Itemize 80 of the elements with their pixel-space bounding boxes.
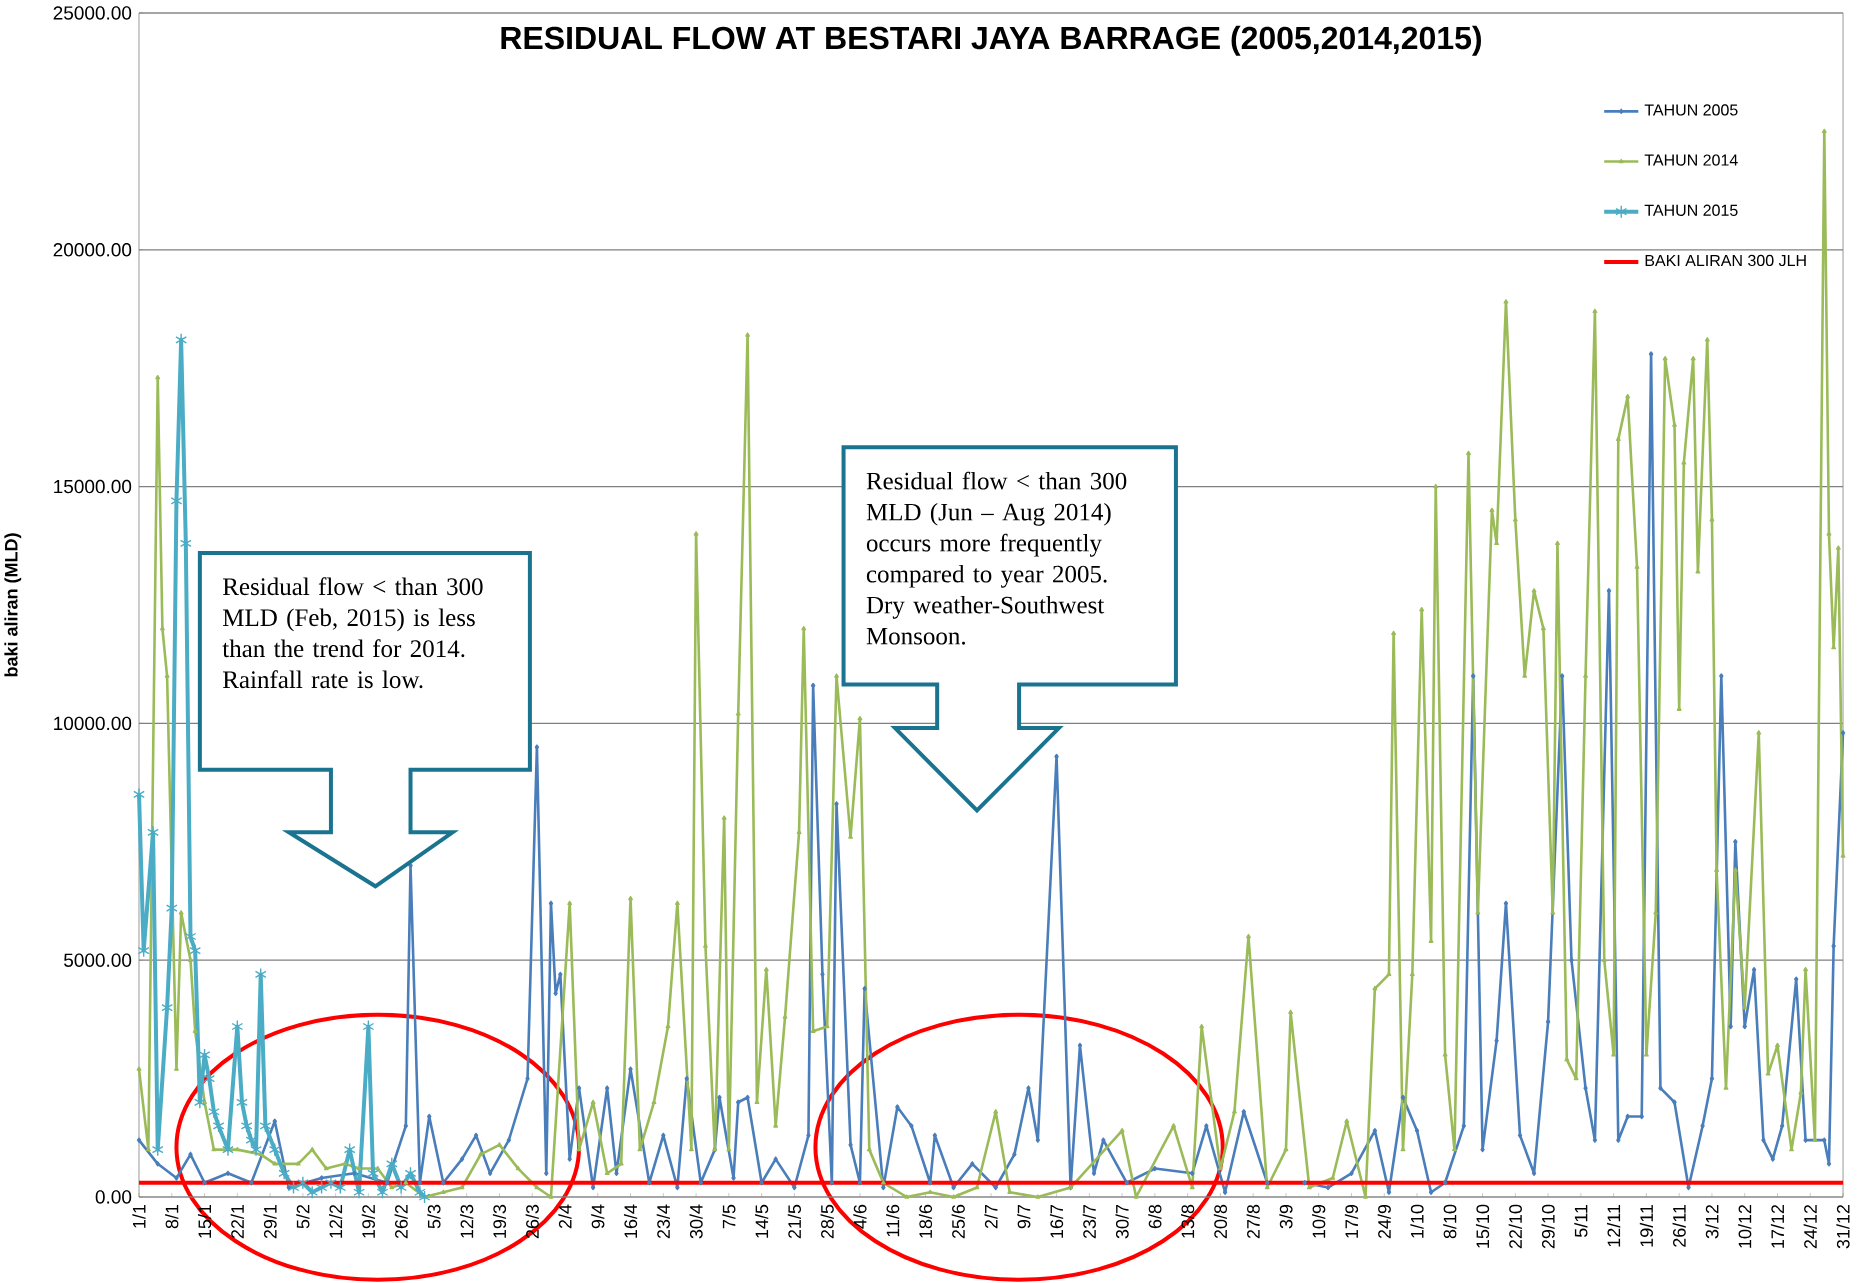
x-tick-label: 22/10	[1508, 1204, 1522, 1249]
x-tick-label: 19/3	[492, 1204, 507, 1238]
x-tick-label: 15/1	[197, 1204, 212, 1238]
x-tick-label: 15/10	[1475, 1204, 1490, 1248]
x-tick-label: 24/9	[1377, 1204, 1391, 1239]
point	[296, 1176, 309, 1190]
y-tick-label: 10000.00	[54, 716, 132, 731]
x-tick-label: 2/7	[984, 1204, 998, 1229]
x-tick-label: 14/5	[755, 1204, 769, 1238]
x-tick-label: 9/4	[591, 1204, 605, 1229]
y-axis-title: baki aliran (MLD)	[4, 533, 22, 677]
x-tick-label: 11/6	[886, 1204, 900, 1237]
legend-label: BAKI ALIRAN 300 JLH	[1645, 254, 1806, 267]
x-tick-label: 21/5	[787, 1204, 802, 1239]
x-tick-label: 19/2	[361, 1204, 376, 1238]
x-tick-label: 10/9	[1312, 1204, 1326, 1238]
x-tick-label: 16/7	[1049, 1204, 1064, 1238]
x-tick-label: 26/3	[525, 1204, 539, 1239]
x-tick-label: 30/4	[689, 1204, 703, 1239]
x-tick-label: 23/4	[656, 1204, 670, 1239]
x-tick-label: 18/6	[918, 1204, 933, 1238]
x-tick-label: 8/10	[1443, 1204, 1457, 1239]
x-tick-label: 27/8	[1246, 1204, 1260, 1239]
point	[268, 1142, 281, 1157]
chart-title: RESIDUAL FLOW AT BESTARI JAYA BARRAGE (2005,2014,2015)	[501, 25, 1481, 56]
legend-label: TAHUN 2014	[1644, 154, 1738, 166]
x-tick-label: 10/12	[1738, 1204, 1752, 1248]
x-tick-label: 29/1	[263, 1204, 277, 1239]
x-tick-label: 1/1	[132, 1204, 146, 1228]
point	[212, 1119, 225, 1133]
x-tick-label: 28/5	[820, 1204, 834, 1239]
x-tick-label: 7/5	[722, 1204, 736, 1229]
annotation: Residual flow < than 300 MLD (Jun – Aug 2014) occurs more frequently compared to year 2005. Dry weather-Southwest Monsoon.	[866, 471, 1127, 645]
x-tick-label: 12/11	[1607, 1204, 1621, 1247]
x-tick-label: 19/11	[1639, 1204, 1654, 1247]
y-tick-label: 5000.00	[64, 953, 132, 967]
x-tick-label: 20/8	[1213, 1204, 1228, 1239]
x-tick-label: 25/6	[951, 1204, 965, 1239]
point	[395, 1180, 408, 1195]
point	[376, 1185, 389, 1199]
y-tick-label: 20000.00	[53, 243, 132, 257]
x-tick-label: 17/9	[1344, 1204, 1359, 1238]
annotation: Residual flow < than 300 MLD (Feb, 2015) is less than the trend for 2014. Rainfall rate is low.	[222, 577, 483, 689]
point	[334, 1180, 347, 1195]
point	[404, 1166, 417, 1180]
y-tick-label: 25000.00	[53, 6, 132, 20]
point	[306, 1185, 319, 1199]
point	[325, 1176, 337, 1190]
x-tick-label: 9/7	[1017, 1204, 1031, 1229]
x-tick-label: 29/10	[1541, 1204, 1555, 1249]
point	[315, 1180, 328, 1195]
x-tick-label: 13/8	[1181, 1204, 1195, 1238]
x-tick-label: 16/4	[623, 1204, 638, 1238]
x-tick-label: 26/11	[1672, 1204, 1686, 1247]
x-tick-label: 31/12	[1836, 1204, 1850, 1249]
x-tick-label: 5/2	[296, 1204, 310, 1229]
x-tick-label: 4/6	[853, 1204, 867, 1229]
legend-label: TAHUN 2015	[1644, 204, 1738, 216]
point	[287, 1180, 300, 1195]
x-tick-label: 5/11	[1574, 1204, 1588, 1238]
x-tick-label: 30/7	[1115, 1204, 1129, 1239]
x-tick-label: 26/2	[394, 1204, 408, 1239]
point	[240, 1119, 253, 1133]
x-tick-label: 23/7	[1082, 1204, 1096, 1239]
x-tick-label: 17/12	[1770, 1204, 1785, 1248]
x-tick-label: 22/1	[230, 1204, 244, 1239]
x-tick-label: 3/12	[1705, 1204, 1719, 1239]
y-tick-label: 15000.00	[54, 479, 132, 494]
x-tick-label: 1/10	[1410, 1204, 1424, 1238]
x-tick-label: 5/3	[427, 1204, 441, 1229]
x-tick-label: 12/2	[329, 1204, 343, 1238]
x-tick-label: 12/3	[460, 1204, 474, 1238]
legend-label: TAHUN 2005	[1644, 104, 1738, 116]
x-tick-label: 3/9	[1279, 1204, 1293, 1229]
x-tick-label: 8/1	[165, 1204, 179, 1229]
x-tick-label: 24/12	[1803, 1204, 1817, 1249]
x-tick-label: 6/8	[1148, 1204, 1162, 1229]
point	[278, 1166, 291, 1180]
x-tick-label: 2/4	[558, 1204, 572, 1229]
y-tick-label: 0.00	[95, 1190, 132, 1204]
